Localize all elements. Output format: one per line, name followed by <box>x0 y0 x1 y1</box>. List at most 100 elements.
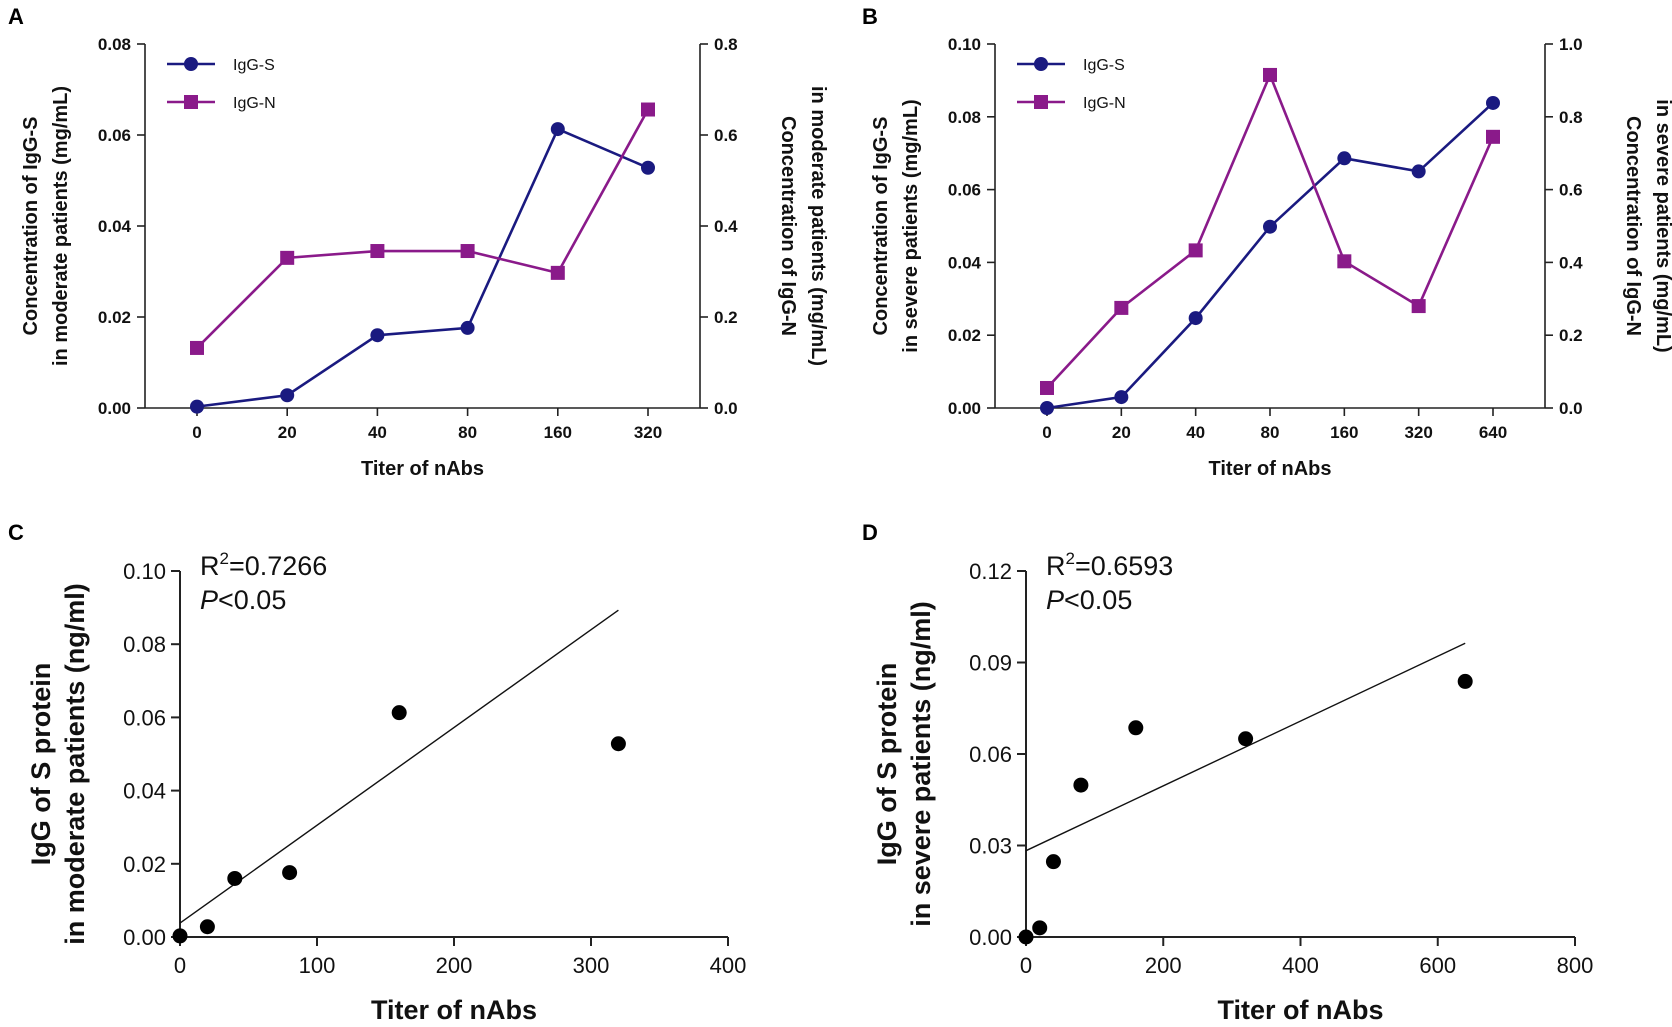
scatter-point <box>1073 777 1089 793</box>
right-y-tick-label: 0.0 <box>1559 399 1583 418</box>
scatter-point <box>199 919 215 935</box>
legend-marker <box>1034 57 1048 71</box>
legend-label: IgG-N <box>233 95 276 112</box>
y-tick-label: 0.06 <box>969 742 1012 767</box>
x-tick-label: 100 <box>299 953 336 978</box>
r-squared-superscript: 2 <box>1066 549 1075 568</box>
x-tick-label: 0 <box>1020 953 1032 978</box>
data-point-igg-s <box>1188 311 1203 326</box>
scatter-point <box>391 705 407 721</box>
data-point-igg-s <box>1337 151 1352 166</box>
data-point-igg-s <box>460 320 475 335</box>
x-tick-label: 20 <box>278 423 297 442</box>
y-tick-label: 0.00 <box>123 925 166 950</box>
data-point-igg-n <box>1486 129 1500 144</box>
data-point-igg-s <box>190 399 204 414</box>
legend-marker <box>184 57 198 71</box>
data-point-igg-n <box>1040 380 1054 395</box>
y-tick-label: 0.09 <box>969 651 1012 676</box>
x-tick-label: 200 <box>436 953 473 978</box>
x-tick-label: 320 <box>634 423 662 442</box>
right-y-tick-label: 0.8 <box>1559 108 1583 127</box>
x-tick-label: 0 <box>174 953 186 978</box>
x-tick-label: 160 <box>544 423 572 442</box>
scatter-point <box>1128 720 1144 736</box>
data-point-igg-s <box>550 122 565 137</box>
p-letter: P <box>1046 585 1064 615</box>
y-tick-label: 0.08 <box>123 632 166 657</box>
data-point-igg-n <box>370 244 385 259</box>
x-tick-label: 800 <box>1557 953 1594 978</box>
scatter-point <box>1238 731 1254 747</box>
x-tick-label: 80 <box>458 423 477 442</box>
p-value: <0.05 <box>218 585 286 615</box>
data-point-igg-n <box>1411 299 1426 314</box>
x-tick-label: 600 <box>1419 953 1456 978</box>
r-squared-value: =0.7266 <box>229 551 327 581</box>
r-squared-label: R2=0.7266 <box>200 549 327 581</box>
x-tick-label: 300 <box>573 953 610 978</box>
legend-marker <box>184 95 198 109</box>
scatter-point <box>282 865 298 881</box>
panel-a: A 0.00 0.02 0.04 0.06 0.08 0.0 0.2 0.4 0.6 0.8 0 20 4… <box>8 4 829 480</box>
left-y-axis-label: Concentration of IgG-S <box>870 117 892 336</box>
scatter-point <box>610 736 626 752</box>
x-tick-label: 200 <box>1145 953 1182 978</box>
y-tick-label: 0.03 <box>969 834 1012 859</box>
y-axis-label: IgG of S protein <box>872 663 902 866</box>
p-letter: P <box>200 585 218 615</box>
data-point-igg-s <box>1263 219 1277 234</box>
data-point-igg-n <box>280 250 295 265</box>
scatter-point <box>1032 920 1048 936</box>
scatter-point <box>1045 854 1061 870</box>
p-value-label: P<0.05 <box>200 585 286 615</box>
left-y-tick-label: 0.00 <box>98 399 131 418</box>
series-line-igg-s <box>196 127 649 408</box>
x-axis-label: Titer of nAbs <box>1217 995 1383 1025</box>
data-point-igg-s <box>1114 390 1129 405</box>
right-y-axis-label: in moderate patients (mg/mL) <box>807 86 829 366</box>
left-y-tick-label: 0.06 <box>98 126 131 145</box>
right-y-tick-label: 0.4 <box>714 217 738 236</box>
left-y-tick-label: 0.08 <box>948 108 981 127</box>
series-line-igg-n <box>196 108 650 349</box>
right-y-tick-label: 0.8 <box>714 35 738 54</box>
r-squared-superscript: 2 <box>220 549 229 568</box>
y-axis-label: in severe patients (ng/ml) <box>906 601 936 927</box>
legend-label: IgG-N <box>1083 95 1126 112</box>
x-tick-label: 40 <box>1186 423 1205 442</box>
r-squared-prefix: R <box>1046 551 1066 581</box>
right-y-axis-label: in severe patients (mg/mL) <box>1652 99 1672 352</box>
y-tick-label: 0.02 <box>123 852 166 877</box>
left-y-axis-label: in severe patients (mg/mL) <box>900 99 922 352</box>
p-value: <0.05 <box>1064 585 1132 615</box>
x-tick-label: 400 <box>710 953 747 978</box>
data-point-igg-n <box>190 340 204 355</box>
left-y-tick-label: 0.04 <box>98 217 132 236</box>
p-value-label: P<0.05 <box>1046 585 1132 615</box>
x-tick-label: 320 <box>1404 423 1432 442</box>
left-y-tick-label: 0.08 <box>98 35 131 54</box>
x-tick-label: 0 <box>192 423 201 442</box>
x-tick-label: 40 <box>368 423 387 442</box>
right-y-tick-label: 0.4 <box>1559 253 1583 272</box>
data-point-igg-n <box>460 244 475 259</box>
y-axis-label: in moderate patients (ng/ml) <box>60 583 90 945</box>
legend-label: IgG-S <box>233 57 275 74</box>
legend-label: IgG-S <box>1083 57 1125 74</box>
x-tick-label: 400 <box>1282 953 1319 978</box>
r-squared-prefix: R <box>200 551 220 581</box>
left-y-tick-label: 0.02 <box>948 326 981 345</box>
right-y-tick-label: 0.6 <box>714 126 738 145</box>
right-y-tick-label: 0.2 <box>714 308 738 327</box>
data-point-igg-n <box>1337 254 1352 269</box>
data-point-igg-s <box>280 388 295 403</box>
left-y-tick-label: 0.02 <box>98 308 131 327</box>
regression-line <box>179 609 619 924</box>
right-y-axis-label: Concentration of IgG-N <box>777 116 799 336</box>
panel-b: B 0.00 0.02 0.04 0.06 0.08 0.10 0.0 0.2 0.4 0.6 0.8… <box>862 4 1672 480</box>
y-tick-label: 0.00 <box>969 925 1012 950</box>
data-point-igg-n <box>1114 300 1129 315</box>
data-point-igg-s <box>1040 401 1054 415</box>
